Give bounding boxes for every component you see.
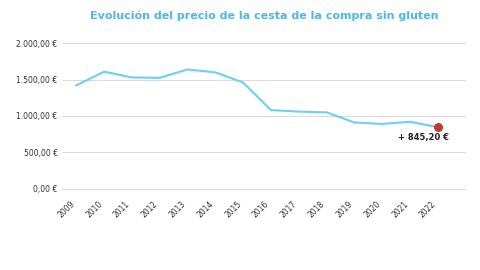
Text: Evolución del precio de la cesta de la compra sin gluten: Evolución del precio de la cesta de la c… [90,11,438,21]
Point [434,125,442,129]
Text: + 845,20 €: + 845,20 € [398,133,449,142]
